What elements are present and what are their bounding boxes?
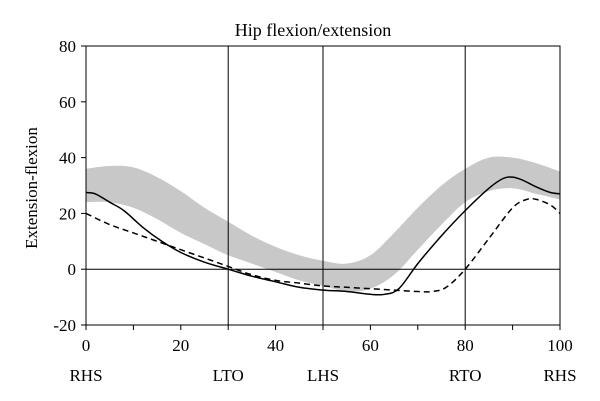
series-line-dashed bbox=[85, 197, 561, 293]
x-tick-label: 80 bbox=[457, 336, 474, 355]
y-tick-label: 40 bbox=[59, 149, 76, 168]
y-tick-label: 20 bbox=[59, 204, 76, 223]
event-label: RHS bbox=[69, 366, 102, 385]
y-tick-label: 0 bbox=[68, 260, 77, 279]
event-label: LTO bbox=[213, 366, 244, 385]
normal-range-band bbox=[86, 156, 560, 292]
y-tick-label: 60 bbox=[59, 93, 76, 112]
x-tick-label: 0 bbox=[82, 336, 91, 355]
series-line-solid bbox=[85, 176, 561, 296]
x-tick-label: 40 bbox=[267, 336, 284, 355]
chart-title: Hip flexion/extension bbox=[235, 20, 391, 40]
event-label: LHS bbox=[307, 366, 339, 385]
x-tick-label: 100 bbox=[547, 336, 573, 355]
y-axis-label: Extension-flexion bbox=[22, 127, 41, 249]
event-label: RHS bbox=[543, 366, 576, 385]
x-tick-label: 20 bbox=[172, 336, 189, 355]
plot-area: -20 0 20 40 60 80 0 20 40 60 80 100 RHS LTO LHS RTO RHS bbox=[53, 37, 576, 385]
x-tick-label: 60 bbox=[362, 336, 379, 355]
y-tick-label: -20 bbox=[53, 316, 76, 335]
y-tick-label: 80 bbox=[59, 37, 76, 56]
event-label: RTO bbox=[449, 366, 482, 385]
